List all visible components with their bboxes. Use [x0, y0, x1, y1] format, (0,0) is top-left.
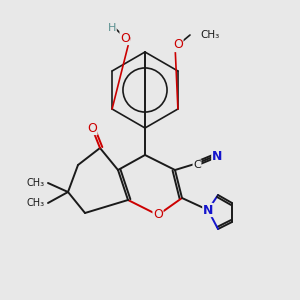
Text: C: C — [193, 160, 201, 170]
Text: O: O — [153, 208, 163, 221]
Text: CH₃: CH₃ — [200, 30, 219, 40]
Text: O: O — [120, 32, 130, 44]
Text: CH₃: CH₃ — [27, 198, 45, 208]
Text: O: O — [173, 38, 183, 52]
Text: N: N — [212, 151, 222, 164]
Text: CH₃: CH₃ — [27, 178, 45, 188]
Text: O: O — [87, 122, 97, 134]
Text: H: H — [108, 23, 116, 33]
Text: N: N — [203, 203, 213, 217]
